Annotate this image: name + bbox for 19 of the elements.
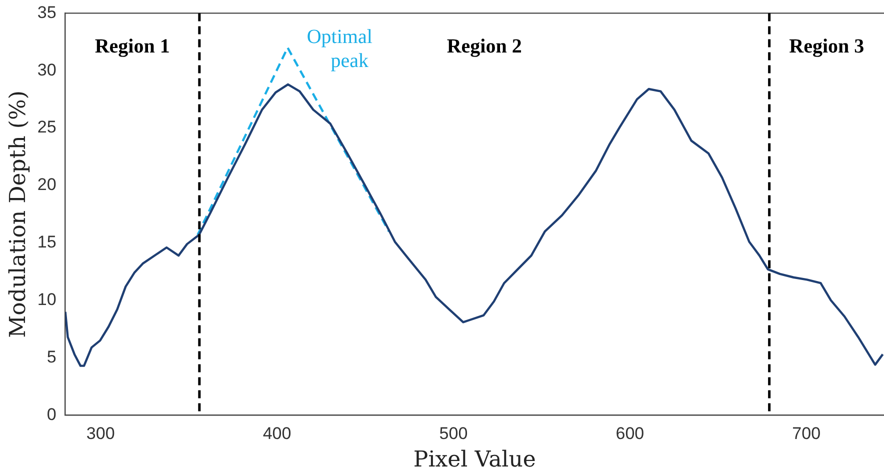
y-tick-label: 10: [37, 290, 56, 310]
annotation: Region 1: [94, 35, 170, 58]
x-tick-label: 700: [792, 424, 821, 444]
y-tick-label: 15: [37, 232, 56, 252]
y-tick-label: 25: [37, 118, 56, 137]
annotation: Region 2: [446, 35, 522, 58]
x-tick-label: 400: [262, 424, 292, 444]
x-tick-label: 600: [616, 424, 644, 444]
x-axis-title: Pixel Value: [413, 448, 536, 473]
x-tick-label: 300: [86, 424, 115, 444]
y-tick-label: 0: [46, 404, 56, 424]
y-tick-label: 30: [37, 60, 56, 80]
annotation: Region 3: [789, 35, 864, 58]
series-label: Optimal peak: [306, 26, 373, 72]
y-axis-title: Modulation Depth (%): [6, 90, 31, 338]
y-tick-label: 20: [37, 175, 56, 194]
y-tick-label: 35: [37, 2, 56, 22]
x-tick-label: 500: [439, 424, 468, 444]
y-tick-label: 5: [46, 347, 56, 366]
